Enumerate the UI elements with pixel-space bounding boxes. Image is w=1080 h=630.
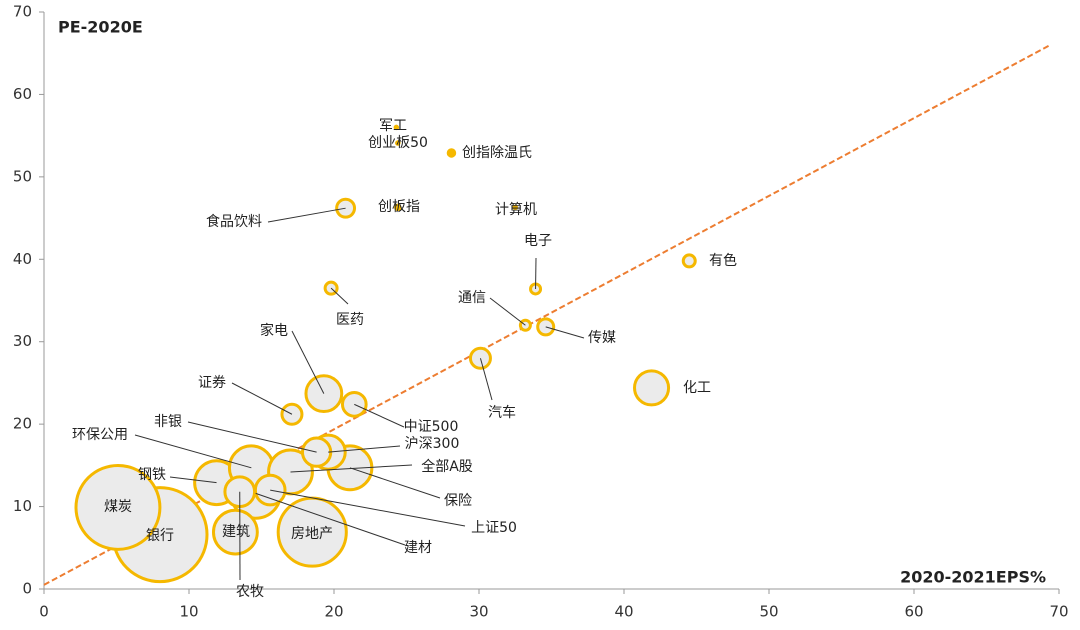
bubble <box>393 124 400 131</box>
leader-line <box>489 297 526 326</box>
bubble-label: 创业板50 <box>368 135 428 151</box>
y-tick-label: 20 <box>13 415 32 433</box>
y-tick-label: 50 <box>13 167 32 185</box>
leader-line <box>291 330 325 394</box>
leader-line <box>169 476 217 484</box>
x-tick-label: 40 <box>614 603 633 621</box>
bubble-label: 农牧 <box>236 584 264 600</box>
bubble-label: 上证50 <box>471 520 517 536</box>
leader-line <box>267 207 346 223</box>
bubble-label: 创指除温氏 <box>462 145 532 161</box>
bubble-label: 传媒 <box>588 330 616 346</box>
bubble-label: 通信 <box>458 290 486 306</box>
bubble <box>395 140 401 146</box>
bubble-label: 汽车 <box>488 404 516 421</box>
bubble-label: 煤炭 <box>104 499 132 515</box>
x-axis-label: 2020-2021EPS% <box>900 568 1046 587</box>
leader-line <box>255 492 406 546</box>
bubble-label: 家电 <box>260 322 288 339</box>
y-tick-label: 10 <box>13 497 32 515</box>
bubble-label: 钢铁 <box>138 467 166 483</box>
bubble <box>394 203 402 212</box>
bubble-label: 保险 <box>444 493 472 509</box>
leader-line <box>270 489 466 527</box>
bubble <box>74 463 162 551</box>
bubble-label: 环保公用 <box>72 427 128 443</box>
bubble-label: 化工 <box>683 380 711 396</box>
leader-line <box>187 421 317 453</box>
bubble-label: 创板指 <box>378 199 420 215</box>
y-tick-label: 70 <box>13 3 32 21</box>
bubble-label: 建材 <box>404 540 432 556</box>
chart-title: PE-2020E <box>58 18 143 37</box>
x-tick-label: 60 <box>904 603 923 621</box>
bubble-label: 中证500 <box>404 419 459 435</box>
x-tick-label: 50 <box>759 603 778 621</box>
bubble <box>512 204 518 211</box>
bubble-label: 房地产 <box>291 526 333 542</box>
bubble-label: 计算机 <box>495 202 537 218</box>
bubble <box>633 369 671 407</box>
bubble-label: 医药 <box>336 312 364 328</box>
y-tick-label: 40 <box>13 250 32 268</box>
leader-line <box>545 326 585 339</box>
bubble-label: 有色 <box>709 252 737 269</box>
bubble-label: 银行 <box>146 528 174 544</box>
y-tick-label: 0 <box>22 580 32 598</box>
leader-line <box>231 382 293 415</box>
bubble-label: 证券 <box>198 375 226 391</box>
x-tick-label: 70 <box>1049 603 1068 621</box>
bubble-label: 建筑 <box>222 524 250 540</box>
x-tick-label: 20 <box>324 603 343 621</box>
bubble <box>300 436 333 468</box>
leader-line <box>354 403 405 428</box>
bubble-label: 电子 <box>524 233 552 249</box>
bubble-label: 食品饮料 <box>206 213 262 230</box>
leader-line <box>134 434 252 469</box>
leader-line <box>349 467 441 499</box>
bubble-label: 沪深300 <box>405 436 460 452</box>
bubble-label: 军工 <box>379 118 407 134</box>
leader-line <box>328 445 401 453</box>
x-tick-label: 30 <box>469 603 488 621</box>
x-tick-label: 10 <box>179 603 198 621</box>
leader-line <box>479 358 493 401</box>
y-tick-label: 60 <box>13 85 32 103</box>
bubble-label: 全部A股 <box>421 458 473 475</box>
y-tick-label: 30 <box>13 332 32 350</box>
x-tick-label: 0 <box>39 603 49 621</box>
leader-line <box>330 287 349 305</box>
bubble <box>446 148 457 158</box>
bubble <box>681 253 697 269</box>
bubble-label: 非银 <box>154 414 182 430</box>
bubble <box>211 508 259 556</box>
